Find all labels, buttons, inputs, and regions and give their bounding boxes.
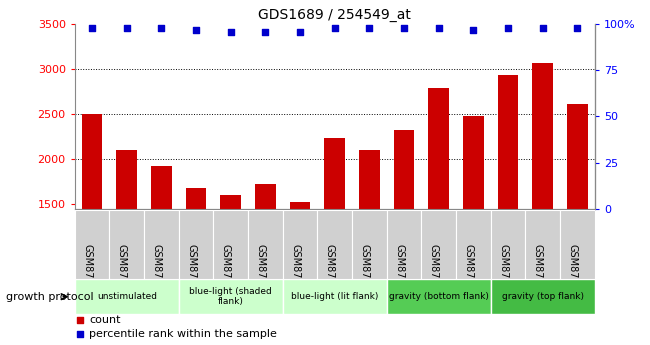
Bar [567, 104, 588, 339]
Bar [283, 279, 387, 314]
Point [156, 25, 166, 31]
Point [87, 25, 98, 31]
Point [364, 25, 374, 31]
Bar [491, 279, 595, 314]
Bar [186, 188, 207, 339]
Bar [213, 210, 248, 279]
Point [399, 25, 410, 31]
Bar [255, 184, 276, 339]
Bar [290, 203, 311, 339]
Bar [109, 210, 144, 279]
Point [538, 25, 548, 31]
Bar [144, 210, 179, 279]
Title: GDS1689 / 254549_at: GDS1689 / 254549_at [258, 8, 411, 22]
Bar [463, 116, 484, 339]
Point [330, 25, 340, 31]
Point [191, 27, 202, 32]
Bar [560, 210, 595, 279]
Bar [324, 138, 345, 339]
Bar [456, 210, 491, 279]
Point [295, 29, 306, 34]
Bar [75, 210, 109, 279]
Bar [317, 210, 352, 279]
Text: blue-light (lit flank): blue-light (lit flank) [291, 292, 378, 301]
Point [468, 27, 478, 32]
Text: GSM87747: GSM87747 [567, 244, 577, 297]
Point [75, 332, 85, 337]
Text: GSM87742: GSM87742 [394, 244, 404, 297]
Bar [248, 210, 283, 279]
Text: GSM87748: GSM87748 [82, 244, 92, 297]
Text: GSM87746: GSM87746 [533, 244, 543, 297]
Bar [428, 88, 449, 339]
Bar [179, 279, 283, 314]
Bar [532, 63, 553, 339]
Point [122, 25, 132, 31]
Point [226, 29, 236, 34]
Text: GSM87738: GSM87738 [255, 244, 265, 297]
Bar [525, 210, 560, 279]
Text: unstimulated: unstimulated [97, 292, 157, 301]
Bar [387, 210, 421, 279]
Text: GSM87741: GSM87741 [359, 244, 369, 297]
Text: GSM87739: GSM87739 [290, 244, 300, 297]
Bar [387, 279, 491, 314]
Text: GSM87745: GSM87745 [498, 244, 508, 297]
Point [75, 318, 85, 323]
Point [503, 25, 514, 31]
Text: percentile rank within the sample: percentile rank within the sample [89, 329, 277, 339]
Text: gravity (bottom flank): gravity (bottom flank) [389, 292, 489, 301]
Bar [82, 114, 103, 339]
Text: growth protocol: growth protocol [6, 292, 94, 302]
Text: GSM87737: GSM87737 [221, 244, 231, 297]
Point [434, 25, 444, 31]
Bar [116, 150, 137, 339]
Text: blue-light (shaded
flank): blue-light (shaded flank) [189, 287, 272, 306]
Bar [283, 210, 317, 279]
Text: GSM87736: GSM87736 [186, 244, 196, 297]
Bar [151, 166, 172, 339]
Bar [352, 210, 387, 279]
Text: GSM87749: GSM87749 [117, 244, 127, 297]
Bar [394, 130, 415, 339]
Text: GSM87750: GSM87750 [151, 244, 161, 297]
Text: GSM87744: GSM87744 [463, 244, 473, 297]
Text: GSM87743: GSM87743 [429, 244, 439, 297]
Bar [220, 195, 241, 339]
Point [572, 25, 582, 31]
Bar [421, 210, 456, 279]
Bar [75, 279, 179, 314]
Bar [359, 150, 380, 339]
Point [260, 29, 270, 34]
Bar [498, 76, 519, 339]
Bar [179, 210, 213, 279]
Bar [491, 210, 525, 279]
Text: gravity (top flank): gravity (top flank) [502, 292, 584, 301]
Text: count: count [89, 315, 121, 325]
Text: GSM87740: GSM87740 [325, 244, 335, 297]
